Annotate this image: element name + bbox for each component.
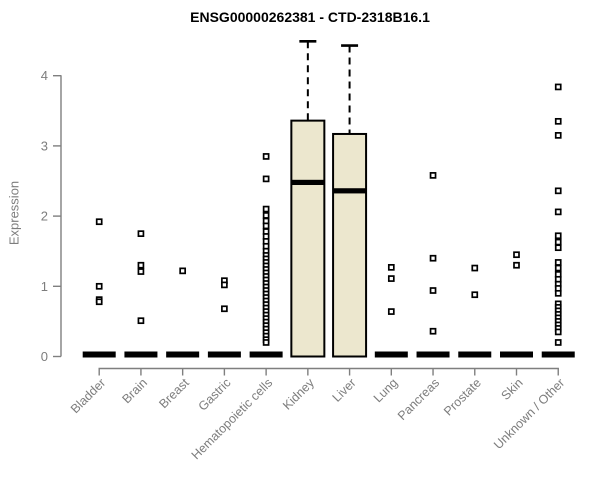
x-tick-label: Unknown / Other — [491, 376, 567, 452]
outlier-point-lung — [387, 275, 395, 282]
outlier-point-unknown-other — [554, 238, 562, 246]
zero-bar-unknown-other — [541, 351, 575, 358]
outlier-point-prostate — [471, 264, 479, 272]
outlier-point-pancreas — [429, 254, 437, 262]
outlier-point-bladder — [95, 282, 103, 290]
outlier-point-unknown-other — [554, 259, 562, 266]
x-tick-label: Gastric — [196, 376, 234, 414]
outlier-point-skin — [513, 261, 520, 269]
outlier-point-lung — [387, 263, 395, 271]
chart-title: ENSG00000262381 - CTD-2318B16.1 — [190, 9, 430, 25]
outlier-point-unknown-other — [554, 328, 562, 336]
y-tick-label: 4 — [41, 68, 48, 83]
outlier-point-unknown-other — [554, 117, 562, 125]
outlier-point-bladder — [95, 298, 103, 306]
zero-bar-bladder — [82, 351, 116, 358]
y-tick-label: 3 — [41, 138, 48, 153]
outlier-point-pancreas — [429, 172, 437, 179]
y-tick-label: 0 — [41, 349, 48, 364]
outlier-point-unknown-other — [554, 232, 562, 240]
zero-bar-breast — [166, 351, 200, 358]
box-kidney — [290, 119, 326, 358]
outlier-point-hematopoietic-cells — [262, 222, 270, 230]
x-tick-label: Skin — [499, 376, 526, 403]
outlier-point-gastric — [221, 305, 228, 313]
outlier-point-hematopoietic-cells — [262, 153, 270, 160]
x-tick-label: Breast — [156, 375, 192, 411]
x-tick-label: Kidney — [280, 375, 317, 412]
zero-bar-gastric — [207, 351, 241, 358]
outlier-point-brain — [137, 268, 145, 275]
outlier-point-brain — [137, 317, 145, 325]
outlier-point-hematopoietic-cells — [262, 175, 270, 183]
outlier-point-bladder — [95, 218, 103, 226]
x-tick-label: Hematopoietic cells — [189, 376, 276, 463]
x-tick-label: Bladder — [68, 376, 108, 416]
outlier-point-hematopoietic-cells — [262, 339, 270, 346]
y-tick-label: 1 — [41, 279, 48, 294]
zero-bar-skin — [500, 351, 533, 358]
outlier-point-brain — [137, 261, 145, 269]
outlier-point-unknown-other — [554, 244, 562, 252]
x-tick-label: Lung — [371, 376, 401, 406]
outlier-point-lung — [387, 308, 395, 315]
outlier-point-brain — [137, 230, 145, 237]
outlier-point-pancreas — [429, 287, 437, 294]
zero-bar-lung — [374, 351, 408, 358]
outlier-point-unknown-other — [554, 264, 562, 272]
box-liver — [332, 132, 368, 358]
outlier-point-unknown-other — [554, 339, 562, 346]
x-tick-label: Prostate — [441, 376, 484, 419]
x-tick-label: Liver — [330, 376, 359, 405]
zero-bar-brain — [124, 351, 158, 358]
outlier-point-hematopoietic-cells — [262, 205, 270, 213]
outlier-point-unknown-other — [554, 289, 562, 297]
y-tick-label: 2 — [41, 209, 48, 224]
outlier-point-unknown-other — [554, 132, 562, 139]
outlier-point-skin — [513, 251, 520, 259]
outlier-point-hematopoietic-cells — [262, 212, 270, 219]
outlier-point-prostate — [471, 291, 479, 299]
x-tick-label: Pancreas — [395, 376, 442, 423]
median-kidney — [291, 179, 325, 186]
zero-bar-pancreas — [416, 351, 450, 358]
outlier-point-breast — [179, 267, 187, 275]
outlier-point-pancreas — [429, 327, 437, 335]
zero-bar-hematopoietic-cells — [249, 351, 283, 358]
zero-bar-prostate — [458, 351, 492, 358]
outlier-point-unknown-other — [554, 187, 562, 195]
outlier-point-gastric — [221, 281, 228, 289]
median-liver — [333, 188, 367, 194]
outlier-point-unknown-other — [554, 83, 562, 91]
outlier-point-unknown-other — [554, 208, 562, 216]
x-tick-label: Brain — [120, 376, 151, 407]
